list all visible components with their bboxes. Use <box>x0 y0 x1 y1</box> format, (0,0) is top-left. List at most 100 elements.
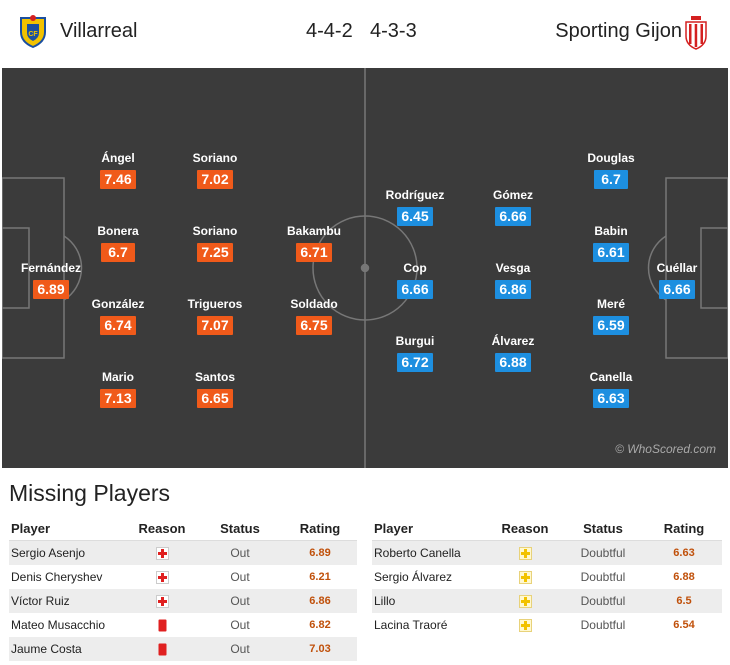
player-name: Cop <box>403 261 427 275</box>
missing-rating: 6.89 <box>283 540 357 565</box>
villarreal-crest-icon: CF <box>18 14 48 53</box>
home-player-soriano-2[interactable]: Soriano 7.25 <box>180 224 250 262</box>
player-rating: 7.02 <box>197 170 233 189</box>
reason-cell <box>127 565 197 589</box>
missing-status: Out <box>230 570 250 584</box>
header-rating[interactable]: Rating <box>663 520 705 536</box>
missing-player-name[interactable]: Jaume Costa <box>9 637 127 661</box>
away-team-name[interactable]: Sporting Gijon <box>555 20 682 42</box>
away-player-rodriguez[interactable]: Rodríguez 6.45 <box>380 188 450 226</box>
player-name: Vesga <box>495 261 531 275</box>
missing-rating: 6.21 <box>309 571 331 583</box>
header-player[interactable]: Player <box>374 520 414 536</box>
missing-status: Doubtful <box>560 589 646 613</box>
player-name: Cuéllar <box>656 261 698 275</box>
table-row: Sergio Álvarez Doubtful 6.88 <box>372 565 722 589</box>
header-status[interactable]: Status <box>583 520 623 536</box>
doubtful-cross-icon <box>518 595 532 609</box>
missing-player-name[interactable]: Roberto Canella <box>372 540 490 565</box>
svg-text:CF: CF <box>28 31 38 38</box>
home-player-gonzalez[interactable]: González 6.74 <box>83 297 153 335</box>
home-player-santos[interactable]: Santos 6.65 <box>180 370 250 408</box>
player-rating: 6.72 <box>397 353 433 372</box>
player-name: Soriano <box>192 224 238 238</box>
missing-players-title: Missing Players <box>9 480 171 506</box>
home-player-fernandez[interactable]: Fernández 6.89 <box>16 261 86 299</box>
header-player[interactable]: Player <box>11 520 51 536</box>
reason-cell <box>490 589 560 613</box>
missing-player-name[interactable]: Sergio Álvarez <box>374 570 453 584</box>
match-header: CF Villarreal 4-4-2 4-3-3 Sporting Gijon <box>0 0 730 68</box>
home-player-bakambu[interactable]: Bakambu 6.71 <box>279 224 349 262</box>
player-name: Douglas <box>587 151 635 165</box>
home-team-name[interactable]: Villarreal <box>60 20 138 42</box>
header-rating[interactable]: Rating <box>299 520 341 536</box>
missing-player-name[interactable]: Lillo <box>372 589 490 613</box>
missing-rating: 6.54 <box>673 619 695 631</box>
home-player-mario[interactable]: Mario 7.13 <box>83 370 153 408</box>
away-player-burgui[interactable]: Burgui 6.72 <box>380 334 450 372</box>
header-status[interactable]: Status <box>220 520 260 536</box>
player-rating: 7.13 <box>100 389 136 408</box>
missing-status: Out <box>197 589 283 613</box>
reason-cell <box>490 540 560 565</box>
away-player-canella[interactable]: Canella 6.63 <box>576 370 646 408</box>
player-rating: 6.7 <box>101 243 135 262</box>
away-player-alvarez[interactable]: Álvarez 6.88 <box>478 334 548 372</box>
player-name: Santos <box>194 370 235 384</box>
reason-cell <box>490 613 560 637</box>
table-row: Roberto Canella Doubtful 6.63 <box>372 540 722 565</box>
player-name: González <box>91 297 145 311</box>
away-player-vesga[interactable]: Vesga 6.86 <box>478 261 548 299</box>
missing-rating: 6.63 <box>646 540 722 565</box>
missing-player-name[interactable]: Sergio Asenjo <box>9 540 127 565</box>
player-rating: 6.71 <box>296 243 332 262</box>
reason-cell <box>490 565 560 589</box>
table-row: Víctor Ruiz Out 6.86 <box>9 589 357 613</box>
player-rating: 7.25 <box>197 243 233 262</box>
player-name: Soldado <box>290 297 338 311</box>
missing-player-name[interactable]: Lacina Traoré <box>374 618 448 632</box>
player-rating: 6.61 <box>593 243 629 262</box>
home-player-soriano-1[interactable]: Soriano 7.02 <box>180 151 250 189</box>
player-name: Burgui <box>395 334 435 348</box>
player-rating: 7.07 <box>197 316 233 335</box>
home-player-trigueros[interactable]: Trigueros 7.07 <box>180 297 250 335</box>
away-player-gomez[interactable]: Gómez 6.66 <box>478 188 548 226</box>
header-reason[interactable]: Reason <box>501 520 549 536</box>
table-row: Sergio Asenjo Out 6.89 <box>9 540 357 565</box>
missing-player-name[interactable]: Mateo Musacchio <box>11 618 106 632</box>
away-player-mere[interactable]: Meré 6.59 <box>576 297 646 335</box>
missing-status: Doubtful <box>580 570 626 584</box>
missing-rating: 6.5 <box>646 589 722 613</box>
player-name: Bakambu <box>286 224 342 238</box>
player-rating: 6.75 <box>296 316 332 335</box>
home-missing-table: Player Reason Status Rating Sergio Asenj… <box>9 516 357 661</box>
player-name: Mario <box>101 370 134 384</box>
player-rating: 6.66 <box>397 280 433 299</box>
home-player-angel[interactable]: Ángel 7.46 <box>83 151 153 189</box>
header-reason[interactable]: Reason <box>138 520 186 536</box>
missing-status: Doubtful <box>580 618 626 632</box>
missing-player-name[interactable]: Denis Cheryshev <box>11 570 103 584</box>
home-player-bonera[interactable]: Bonera 6.7 <box>83 224 153 262</box>
player-rating: 6.65 <box>197 389 233 408</box>
doubtful-cross-icon <box>518 547 532 561</box>
missing-player-name[interactable]: Víctor Ruiz <box>9 589 127 613</box>
home-player-soldado[interactable]: Soldado 6.75 <box>279 297 349 335</box>
player-rating: 6.66 <box>659 280 695 299</box>
away-player-babin[interactable]: Babin 6.61 <box>576 224 646 262</box>
away-player-cop[interactable]: Cop 6.66 <box>380 261 450 299</box>
player-name: Gómez <box>492 188 533 202</box>
player-name: Trigueros <box>187 297 243 311</box>
away-player-douglas[interactable]: Douglas 6.7 <box>576 151 646 189</box>
player-rating: 6.66 <box>495 207 531 226</box>
player-rating: 6.59 <box>593 316 629 335</box>
player-name: Rodríguez <box>385 188 445 202</box>
player-rating: 6.74 <box>100 316 136 335</box>
away-player-cuellar[interactable]: Cuéllar 6.66 <box>642 261 712 299</box>
player-name: Ángel <box>101 151 135 165</box>
table-header-row: Player Reason Status Rating <box>9 516 357 541</box>
player-rating: 6.7 <box>594 170 628 189</box>
player-name: Álvarez <box>491 334 535 348</box>
